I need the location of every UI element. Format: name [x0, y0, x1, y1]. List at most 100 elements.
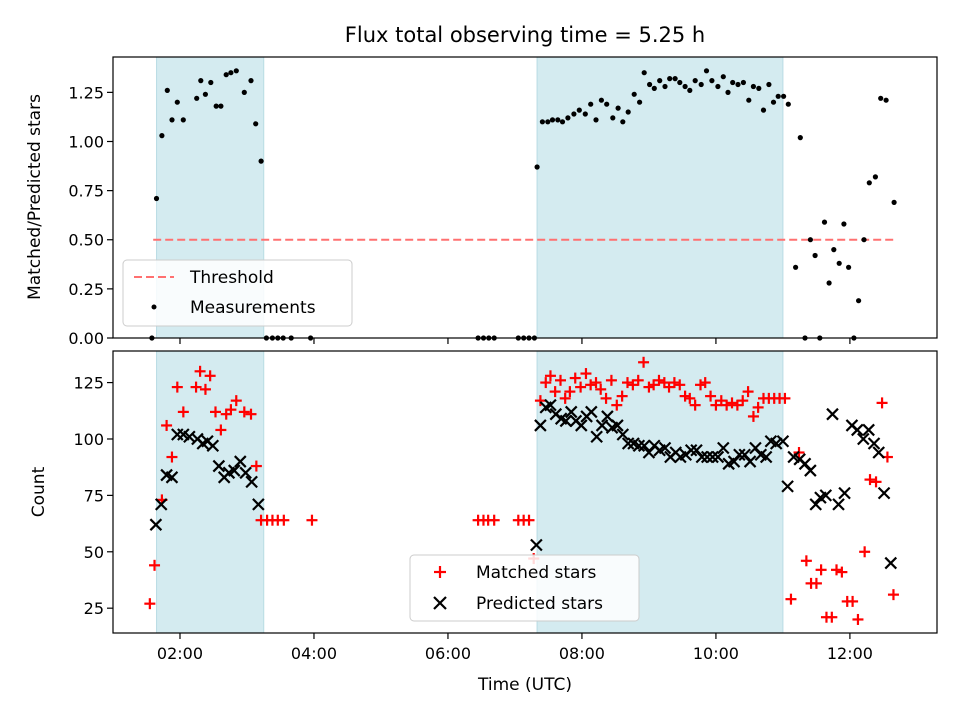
predicted-star-marker	[616, 428, 630, 441]
predicted-star-marker	[877, 486, 891, 500]
measurement-point	[866, 180, 872, 186]
matched-star-marker	[689, 399, 701, 411]
predicted-star-marker	[711, 450, 725, 464]
measurement-point	[709, 78, 715, 84]
bottom-y-tick-label: 25	[84, 599, 104, 618]
matched-star-marker	[215, 424, 227, 436]
measurement-point	[588, 101, 594, 107]
measurement-point	[720, 74, 726, 80]
measurement-point	[766, 81, 772, 88]
matched-star-marker	[870, 476, 882, 488]
predicted-star-marker	[252, 498, 265, 511]
matched-star-marker	[245, 408, 257, 420]
bottom-y-tick-label: 50	[84, 543, 104, 562]
matched-star-marker	[638, 356, 650, 368]
matched-star-marker	[668, 377, 680, 389]
measurement-point	[657, 78, 663, 84]
predicted-star-marker	[206, 439, 220, 453]
measurement-point	[571, 111, 577, 117]
predicted-star-marker	[776, 434, 790, 448]
matched-star-marker	[721, 399, 733, 411]
predicted-star-marker	[658, 441, 672, 455]
matched-star-marker	[836, 566, 848, 578]
measurement-point	[725, 89, 731, 95]
bottom-series-layer	[144, 356, 899, 625]
measurement-point	[760, 107, 767, 113]
measurement-point	[620, 119, 626, 125]
predicted-star-marker	[857, 432, 870, 446]
matched-star-marker	[852, 613, 864, 625]
predicted-star-marker	[611, 419, 624, 432]
measurement-point	[228, 70, 234, 76]
measurement-point	[647, 81, 653, 88]
top-y-tick-label: 0.00	[68, 329, 104, 348]
measurement-point	[593, 117, 599, 123]
measurement-point	[202, 91, 208, 97]
predicted-star-marker	[637, 439, 651, 453]
predicted-star-marker	[149, 518, 163, 531]
measurement-point	[715, 83, 721, 90]
legend-measurements-label: Measurements	[190, 298, 316, 318]
x-tick-label: 08:00	[559, 644, 605, 663]
measurement-point	[891, 199, 897, 205]
x-tick-label: 02:00	[157, 644, 203, 663]
chart-title: Flux total observing time = 5.25 h	[345, 23, 705, 47]
measurement-point	[781, 93, 787, 99]
measurement-point	[604, 101, 610, 107]
measurement-point	[233, 68, 239, 74]
predicted-star-marker	[759, 450, 773, 464]
matched-star-marker	[190, 381, 202, 393]
legend-measurements-swatch	[151, 304, 157, 310]
matched-star-marker	[831, 564, 843, 576]
matched-star-marker	[534, 395, 546, 407]
measurement-point	[582, 111, 588, 117]
measurement-point	[703, 68, 710, 74]
bottom-legend-box	[409, 554, 640, 622]
top-observing-window	[536, 56, 784, 339]
measurement-point	[756, 85, 762, 91]
matched-star-marker	[194, 365, 206, 377]
predicted-star-marker	[717, 441, 730, 455]
predicted-star-marker	[595, 419, 609, 432]
measurement-point	[555, 117, 561, 123]
top-y-tick-label: 0.25	[68, 280, 104, 299]
matched-star-marker	[230, 395, 242, 407]
predicted-star-marker	[809, 498, 823, 511]
predicted-star-marker	[564, 405, 578, 419]
predicted-star-marker	[804, 464, 817, 477]
matched-star-marker	[177, 406, 189, 418]
predicted-star-marker	[832, 498, 845, 511]
matched-star-marker	[585, 379, 597, 391]
measurement-point	[662, 83, 668, 90]
predicted-star-marker	[165, 471, 179, 484]
matched-star-marker	[826, 611, 838, 623]
predicted-star-marker	[872, 446, 885, 459]
top-panel: 0.00 0.25 0.50 0.75 1.00 1.25 Matched/Predict…	[25, 56, 938, 348]
measurement-point	[615, 105, 621, 111]
predicted-star-marker	[695, 450, 709, 464]
matched-star-marker	[742, 386, 754, 398]
measurement-point	[730, 79, 736, 86]
bottom-axes-frame	[112, 350, 938, 634]
measurement-point	[534, 164, 540, 170]
predicted-star-marker	[621, 437, 635, 450]
predicted-star-marker	[867, 437, 881, 450]
predicted-star-marker	[585, 405, 598, 419]
predicted-star-marker	[154, 498, 168, 511]
measurement-point	[631, 91, 637, 97]
measurement-point	[698, 81, 704, 88]
measurement-point	[856, 298, 862, 304]
bottom-y-tick-label: 75	[84, 486, 104, 505]
x-tick-label: 04:00	[291, 644, 337, 663]
matched-star-marker	[611, 399, 623, 411]
matched-star-marker	[555, 374, 567, 386]
predicted-star-marker	[884, 556, 898, 570]
bottom-observing-window	[156, 350, 265, 634]
matched-star-marker	[747, 410, 759, 422]
matched-star-marker	[488, 514, 500, 526]
measurement-point	[539, 119, 546, 125]
measurement-point	[672, 76, 678, 82]
measurement-point	[241, 89, 247, 95]
matched-star-marker	[199, 383, 211, 395]
measurement-point	[667, 76, 673, 82]
